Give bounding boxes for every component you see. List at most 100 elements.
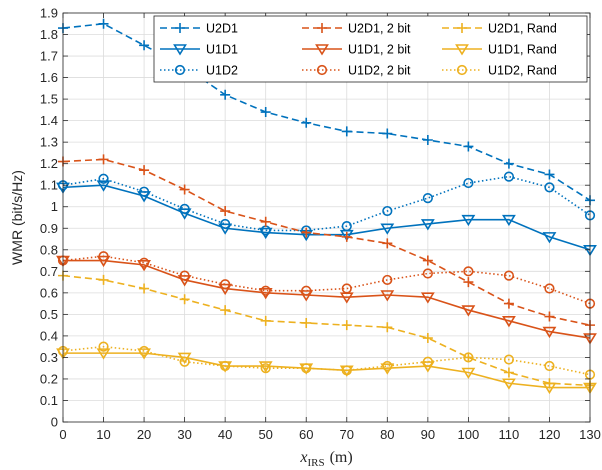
data-point bbox=[382, 322, 393, 333]
legend-entry: U1D2 bbox=[160, 64, 238, 78]
data-point bbox=[139, 165, 150, 176]
data-point bbox=[544, 283, 555, 294]
data-point bbox=[301, 317, 312, 328]
y-tick-label: 0.7 bbox=[40, 264, 58, 279]
data-point bbox=[301, 285, 312, 296]
data-point bbox=[503, 367, 514, 378]
data-point bbox=[341, 283, 352, 294]
y-tick-label: 0.3 bbox=[40, 350, 58, 365]
data-point bbox=[98, 341, 109, 352]
data-point bbox=[260, 216, 271, 227]
legend-marker bbox=[173, 44, 187, 56]
series-line-u2d1-rand bbox=[62, 274, 591, 387]
data-point bbox=[139, 283, 150, 294]
data-point bbox=[218, 223, 233, 235]
y-tick-label: 1.8 bbox=[40, 27, 58, 42]
y-tick-label: 1.6 bbox=[40, 70, 58, 85]
data-point bbox=[341, 221, 352, 232]
data-point bbox=[260, 363, 271, 374]
data-point bbox=[503, 354, 515, 365]
legend-label: U1D1 bbox=[206, 43, 238, 57]
data-point bbox=[260, 285, 271, 296]
data-point bbox=[461, 367, 476, 380]
x-axis-label-sub: IRS bbox=[307, 457, 324, 469]
data-point bbox=[422, 135, 433, 146]
data-point bbox=[542, 326, 557, 339]
x-tick-label: 10 bbox=[96, 427, 110, 442]
y-tick-label: 1.5 bbox=[40, 92, 58, 107]
data-point bbox=[544, 182, 555, 193]
y-axis-label: WMR (bit/s/Hz) bbox=[9, 170, 25, 265]
legend-label: U1D1, Rand bbox=[488, 43, 557, 57]
legend-marker bbox=[456, 64, 468, 76]
y-tick-label: 0.1 bbox=[40, 393, 58, 408]
data-point bbox=[461, 214, 476, 227]
data-point bbox=[341, 231, 352, 242]
legend-label: U1D2, 2 bit bbox=[348, 64, 411, 78]
data-point bbox=[98, 173, 109, 184]
legend-marker bbox=[457, 23, 467, 33]
x-tick-label: 100 bbox=[458, 427, 480, 442]
series-u2d1-rand bbox=[58, 270, 595, 391]
legend-entry: U2D1 bbox=[160, 22, 238, 36]
x-tick-label: 110 bbox=[499, 427, 520, 442]
data-point bbox=[98, 251, 109, 262]
data-point bbox=[220, 218, 231, 230]
data-point bbox=[420, 292, 435, 304]
data-point bbox=[179, 356, 190, 367]
data-point bbox=[503, 158, 514, 169]
data-point bbox=[177, 208, 192, 220]
data-point bbox=[422, 333, 433, 344]
data-point bbox=[341, 126, 352, 137]
legend-entry: U1D2, Rand bbox=[442, 64, 557, 78]
series-line-u1d2-rand bbox=[62, 345, 591, 376]
data-point bbox=[503, 171, 515, 182]
y-tick-label: 0.6 bbox=[40, 285, 58, 300]
data-point bbox=[301, 117, 312, 128]
data-point bbox=[503, 298, 514, 309]
axis-tick-labels: 0 10 20 30 40 50 60 70 80 90 100 110 120 130 0 0.1 0.2 0.… bbox=[40, 6, 601, 443]
data-point bbox=[220, 89, 231, 100]
legend-box bbox=[153, 15, 588, 83]
x-tick-label: 50 bbox=[258, 427, 272, 442]
data-point bbox=[420, 361, 435, 373]
legend-entry: U2D1, 2 bit bbox=[302, 22, 411, 36]
legend-marker bbox=[315, 44, 329, 56]
x-tick-label: 40 bbox=[218, 427, 232, 442]
y-tick-label: 1.1 bbox=[40, 178, 58, 193]
data-point bbox=[96, 180, 111, 192]
data-point bbox=[98, 18, 109, 29]
series-layer bbox=[56, 18, 597, 395]
legend-label: U2D1 bbox=[206, 22, 238, 36]
legend-label: U1D2 bbox=[206, 64, 238, 78]
series-u1d2 bbox=[57, 171, 596, 236]
data-point bbox=[420, 219, 435, 231]
legend-marker bbox=[174, 64, 186, 76]
data-point bbox=[98, 154, 109, 165]
x-axis-label-unit: (m) bbox=[330, 449, 353, 466]
data-point bbox=[220, 305, 231, 316]
y-tick-label: 0.5 bbox=[40, 307, 58, 322]
series-u1d2-rand bbox=[57, 341, 596, 380]
data-point bbox=[501, 214, 516, 227]
data-point bbox=[463, 177, 474, 189]
legend-entry: U1D2, 2 bit bbox=[302, 64, 411, 78]
data-point bbox=[382, 238, 393, 249]
data-point bbox=[299, 290, 314, 302]
data-point bbox=[301, 363, 312, 374]
data-point bbox=[380, 290, 395, 302]
data-point bbox=[220, 360, 231, 372]
x-tick-label: 90 bbox=[421, 427, 435, 442]
x-tick-label: 80 bbox=[380, 427, 394, 442]
data-point bbox=[382, 360, 393, 372]
data-point bbox=[544, 311, 555, 322]
y-tick-label: 0.2 bbox=[40, 371, 58, 386]
data-point bbox=[98, 274, 109, 285]
y-tick-label: 0.4 bbox=[40, 328, 58, 343]
data-point bbox=[138, 257, 150, 268]
data-point bbox=[138, 345, 150, 357]
legend: U2D1 U1D1 U1D2 U2D1, 2 bit U1D1, 2 bit U1D2, … bbox=[153, 15, 588, 83]
data-point bbox=[218, 283, 233, 296]
data-point bbox=[542, 232, 557, 244]
legend-marker bbox=[175, 23, 185, 33]
